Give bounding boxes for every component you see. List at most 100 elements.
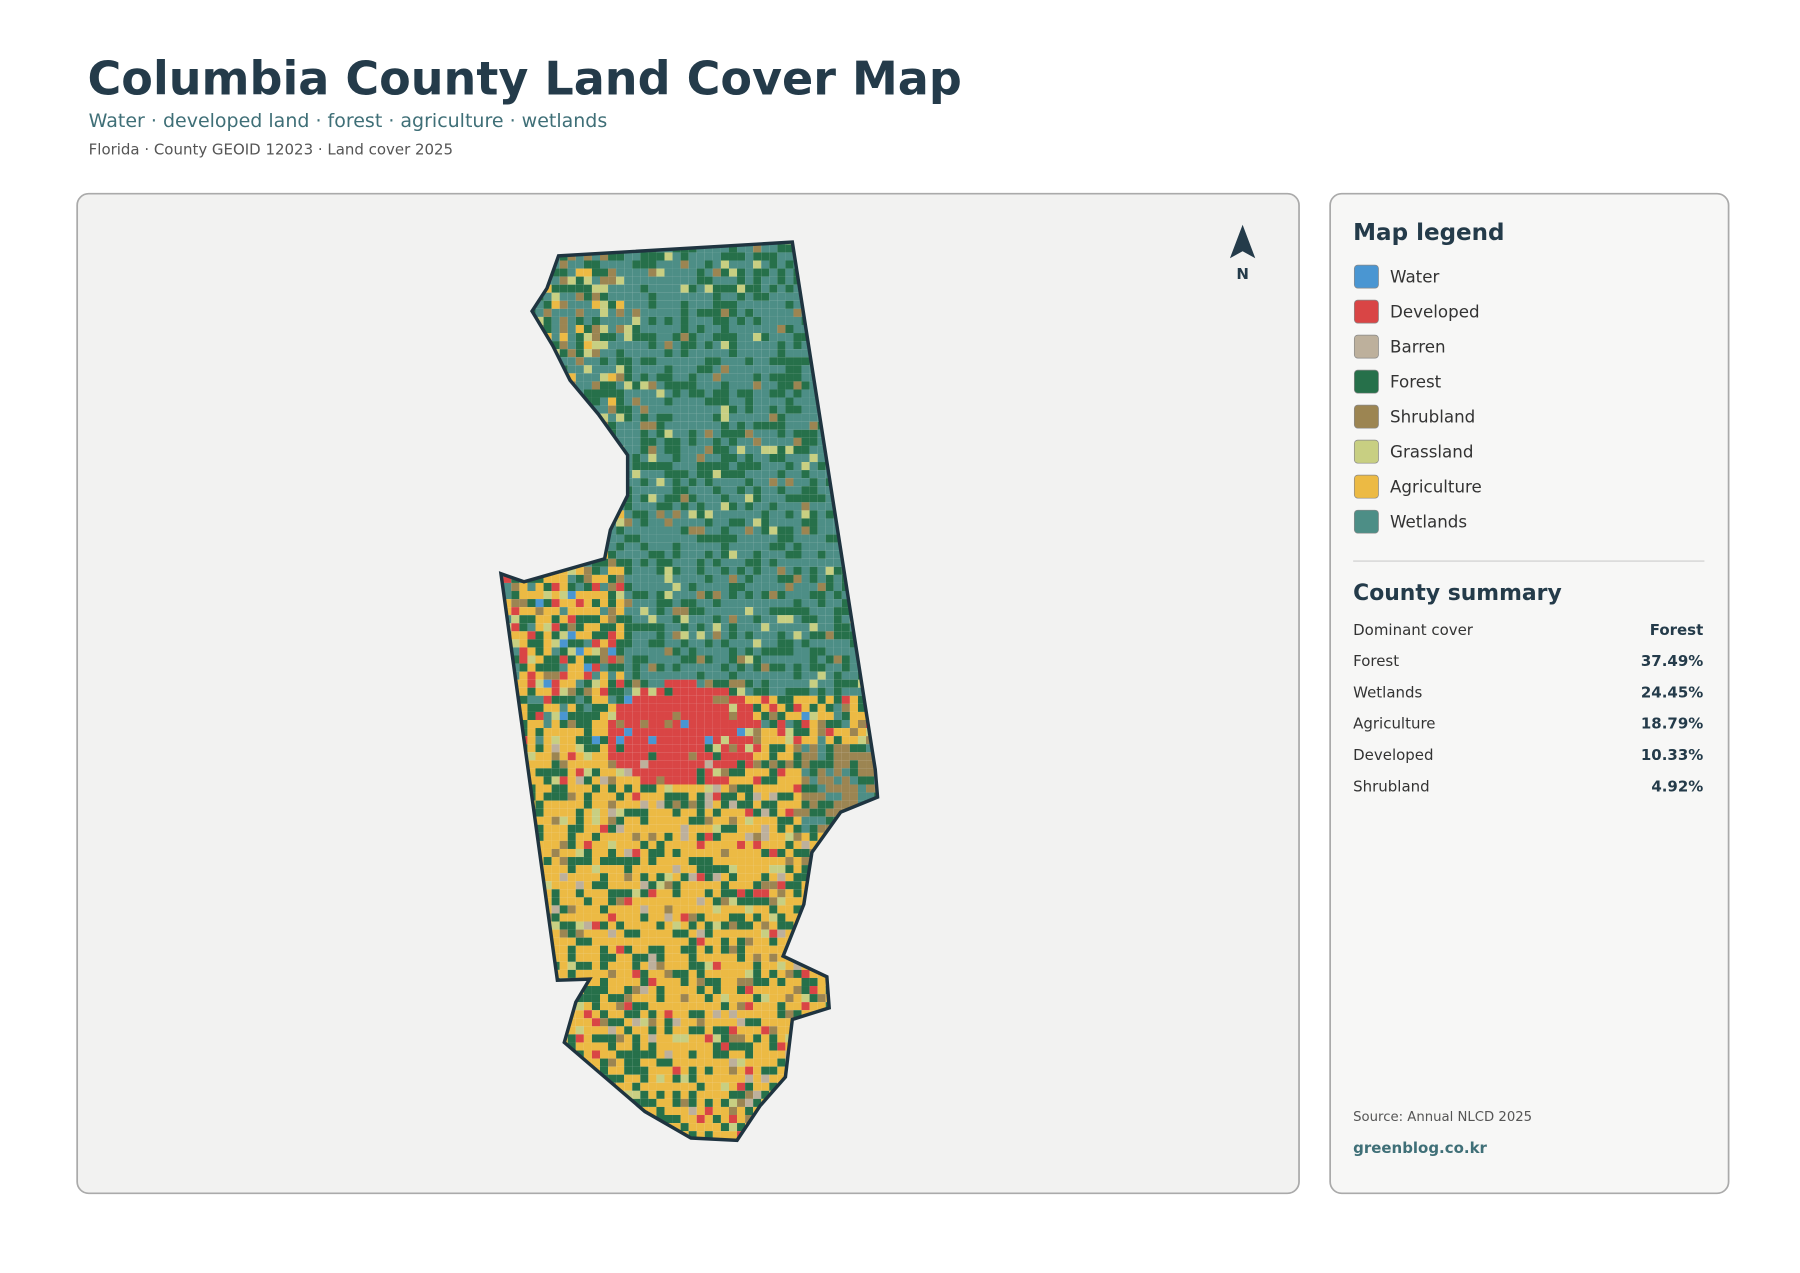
land-cell <box>575 381 584 390</box>
land-cell <box>704 848 713 858</box>
land-cell <box>817 558 826 567</box>
land-cell <box>777 615 786 624</box>
land-cell <box>664 848 673 858</box>
land-cell <box>785 728 794 737</box>
land-cell <box>793 800 802 809</box>
land-cell <box>591 276 600 285</box>
land-cell <box>632 260 641 269</box>
land-cell <box>712 728 721 737</box>
land-cell <box>793 599 802 608</box>
land-cell <box>704 494 713 503</box>
land-cell <box>600 413 609 422</box>
land-cell <box>753 615 762 624</box>
land-cell <box>567 881 576 890</box>
land-cell <box>761 776 770 785</box>
land-cell <box>777 824 786 833</box>
land-cell <box>656 752 665 761</box>
land-cell <box>672 324 681 334</box>
land-cell <box>640 736 649 745</box>
land-cell <box>591 582 600 592</box>
land-cell <box>672 719 681 729</box>
land-cell <box>608 736 617 745</box>
land-cell <box>600 969 609 978</box>
land-cell <box>608 599 617 608</box>
land-cell <box>664 292 673 301</box>
land-cell <box>608 631 617 640</box>
land-cell <box>712 961 721 970</box>
land-cell <box>785 373 794 382</box>
land-cell <box>728 679 738 688</box>
land-cell <box>712 857 721 866</box>
land-cell <box>624 921 633 930</box>
land-cell <box>720 921 729 930</box>
land-cell <box>600 599 609 608</box>
land-cell <box>616 1042 625 1051</box>
land-cell <box>696 486 705 495</box>
land-cell <box>809 816 818 825</box>
land-cell <box>737 373 746 382</box>
land-cell <box>672 486 681 495</box>
land-cell <box>632 534 641 543</box>
land-cell <box>591 260 600 269</box>
land-cell <box>680 671 689 680</box>
land-cell <box>680 961 689 970</box>
land-cell <box>777 784 786 793</box>
land-cell <box>640 550 649 559</box>
land-cell <box>745 905 754 914</box>
land-cell <box>761 599 770 608</box>
land-cell <box>793 494 802 503</box>
land-cell <box>648 445 657 454</box>
land-cell <box>688 881 697 890</box>
land-cell <box>575 889 584 898</box>
land-cell <box>849 663 858 672</box>
land-cell <box>672 647 681 656</box>
land-cell <box>777 1010 786 1019</box>
land-cell <box>777 526 786 535</box>
land-cell <box>575 300 584 309</box>
land-cell <box>712 969 721 978</box>
land-cell <box>737 502 746 511</box>
land-cell <box>591 615 600 624</box>
land-cell <box>616 719 625 729</box>
land-cell <box>583 824 592 833</box>
land-cell <box>809 703 818 712</box>
land-cell <box>608 389 617 398</box>
land-cell <box>648 405 657 414</box>
land-cell <box>608 977 617 987</box>
land-cell <box>801 631 810 640</box>
land-cell <box>737 574 746 583</box>
land-cell <box>712 292 721 301</box>
land-cell <box>591 687 600 696</box>
land-cell <box>583 808 592 817</box>
land-cell <box>672 969 681 978</box>
land-cell <box>785 494 794 503</box>
land-cell <box>793 308 802 317</box>
land-cell <box>624 623 633 632</box>
land-cell <box>608 542 617 551</box>
land-cell <box>672 897 681 906</box>
land-cell <box>712 768 721 777</box>
land-cell <box>761 671 770 680</box>
land-cell <box>616 647 625 656</box>
land-cell <box>696 631 705 640</box>
land-cell <box>696 994 705 1003</box>
land-cell <box>672 268 681 277</box>
land-cell <box>704 913 713 922</box>
land-cell <box>825 526 834 535</box>
land-cell <box>809 437 818 446</box>
land-cell <box>777 800 786 809</box>
land-cell <box>624 1010 633 1019</box>
land-cell <box>583 1018 592 1027</box>
land-cell <box>632 840 641 849</box>
land-cell <box>696 1026 705 1035</box>
land-cell <box>543 292 552 301</box>
land-cell <box>608 292 617 301</box>
land-cell <box>769 1010 778 1019</box>
land-cell <box>737 453 746 463</box>
land-cell <box>656 897 665 906</box>
land-cell <box>777 518 786 527</box>
land-cell <box>728 437 738 446</box>
land-cell <box>801 768 810 777</box>
land-cell <box>656 719 665 729</box>
land-cell <box>833 768 842 777</box>
